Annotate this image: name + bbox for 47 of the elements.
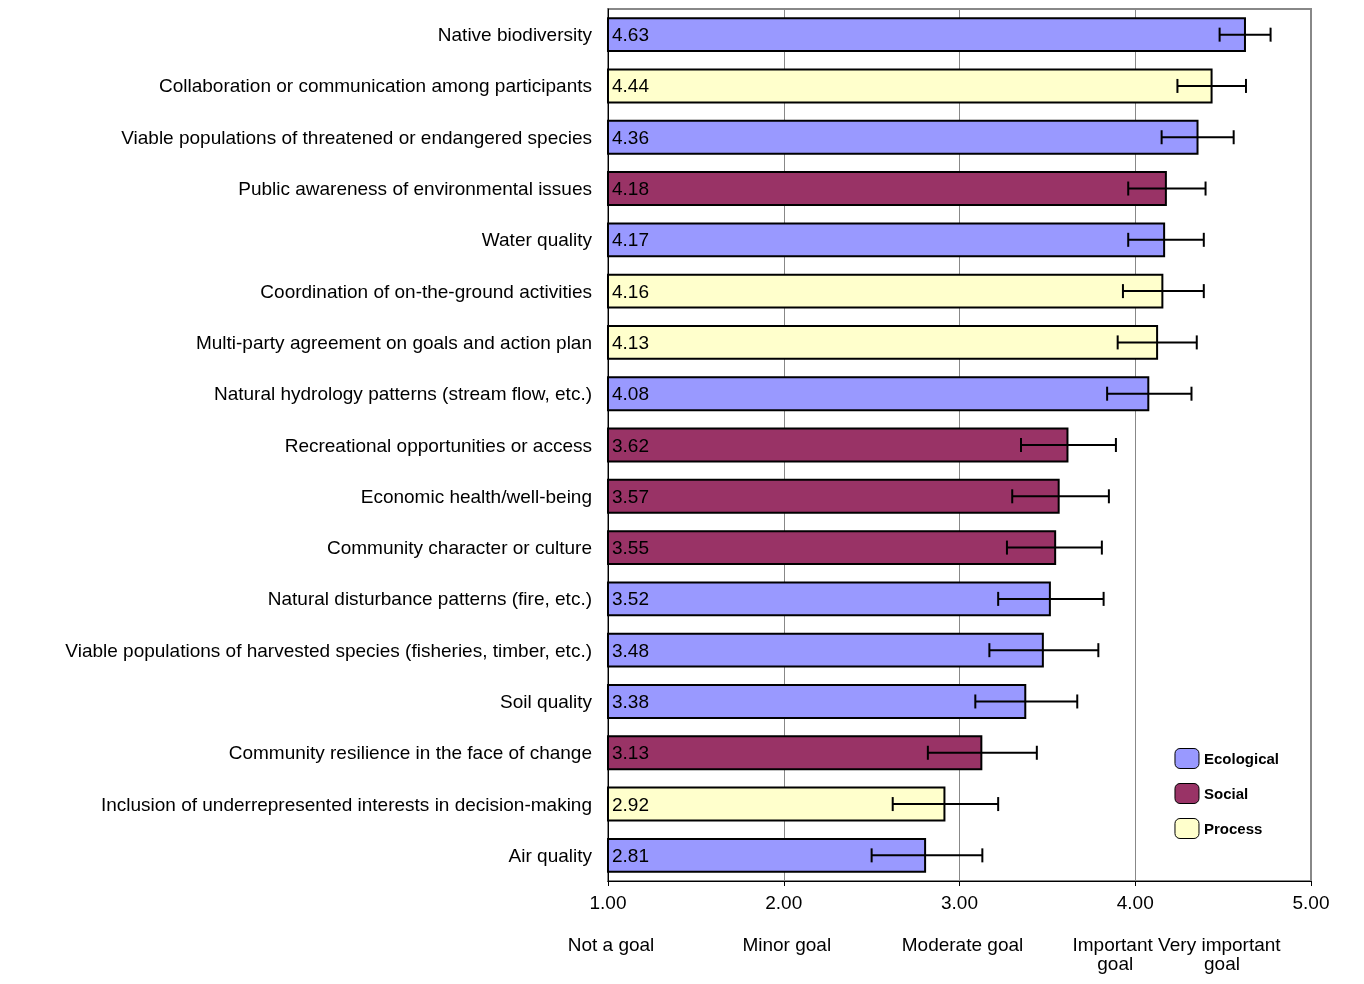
text: Minor goal	[742, 934, 832, 955]
y-tick-label: Water quality	[481, 229, 593, 251]
y-tick-label: Public awareness of environmental issues	[238, 178, 592, 200]
text: Very important goal	[1158, 934, 1286, 974]
data-label: 2.92	[612, 793, 649, 815]
data-label: 4.18	[612, 178, 649, 200]
y-tick-label: Soil quality	[500, 690, 593, 712]
y-tick-label: Native biodiversity	[437, 24, 593, 46]
y-tick-label: Natural hydrology patterns (stream flow, etc.)	[213, 383, 592, 405]
data-label: 4.44	[612, 75, 650, 97]
data-label: 4.36	[612, 126, 649, 148]
data-label: 3.48	[612, 639, 649, 661]
data-label: 3.38	[612, 690, 649, 712]
y-tick-label: Community character or culture	[326, 537, 592, 559]
data-label: 2.81	[612, 844, 649, 866]
data-label: 4.17	[612, 229, 649, 251]
data-label: 4.16	[612, 280, 649, 302]
data-label: 3.55	[612, 537, 649, 559]
legend-label: Social	[1203, 785, 1249, 802]
y-tick-label: Air quality	[508, 844, 593, 866]
y-tick-label: Viable populations of threatened or endangered species	[121, 126, 592, 148]
data-label: 3.13	[612, 742, 649, 764]
x-tick-label: 1.00	[589, 892, 627, 913]
x-tick-label: 4.00	[1116, 892, 1154, 913]
x-tick-label: 3.00	[941, 892, 978, 913]
y-tick-label: Inclusion of underrepresented interests in decision-making	[100, 793, 592, 815]
legend-label: Process	[1203, 820, 1263, 837]
y-tick-label: Multi-party agreement on goals and action plan	[195, 331, 592, 353]
data-label: 3.62	[612, 434, 649, 456]
y-tick-label: Economic health/well-being	[360, 485, 592, 507]
legend-label: Ecological	[1203, 750, 1280, 767]
data-label: 4.08	[612, 383, 649, 405]
y-tick-label: Coordination of on-the-ground activities	[260, 280, 592, 302]
y-tick-label: Collaboration or communication among participants	[158, 75, 592, 97]
data-label: 3.57	[612, 485, 649, 507]
x-tick-label: 2.00	[765, 892, 803, 913]
data-label: 4.63	[612, 24, 649, 46]
data-label: 3.52	[612, 588, 649, 610]
y-tick-label: Natural disturbance patterns (fire, etc.)	[267, 588, 592, 610]
data-label: 4.13	[612, 331, 649, 353]
text: Important goal	[1072, 934, 1159, 974]
text: Not a goal	[567, 934, 655, 955]
y-tick-label: Viable populations of harvested species (fisheries, timber, etc.)	[65, 639, 592, 661]
y-tick-label: Community resilience in the face of change	[228, 742, 592, 764]
x-tick-label: 5.00	[1292, 892, 1330, 913]
y-tick-label: Recreational opportunities or access	[284, 434, 592, 456]
text: Moderate goal	[901, 934, 1024, 955]
